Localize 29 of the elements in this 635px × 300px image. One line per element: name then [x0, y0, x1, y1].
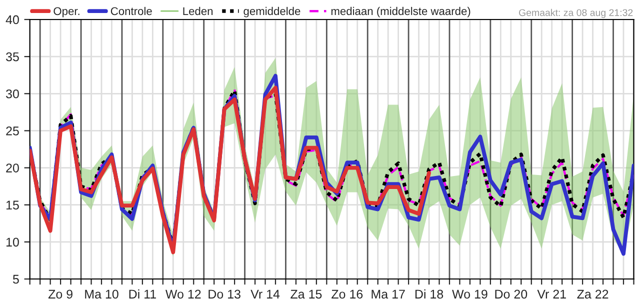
- x-tick-label: Ma 10: [85, 290, 118, 299]
- x-tick-label: Wo 12: [165, 290, 201, 299]
- x-tick-label: Za 15: [290, 290, 322, 299]
- y-tick-label: 20: [6, 164, 19, 172]
- y-tick-label: 40: [6, 15, 19, 24]
- y-tick-label: 5: [12, 274, 19, 284]
- x-tick-label: Ma 17: [372, 290, 405, 299]
- x-tick-label: Vr 14: [250, 290, 280, 298]
- x-tick-label: Di 18: [415, 289, 444, 299]
- legend-label: Controle: [110, 6, 152, 16]
- x-tick-label: Zo 9: [48, 290, 72, 299]
- y-tick-label: 15: [6, 200, 19, 210]
- x-tick-label: Zo 16: [332, 290, 363, 299]
- y-tick-label: 25: [6, 126, 19, 136]
- y-tick-label: 35: [6, 52, 19, 62]
- x-tick-label: Di 11: [129, 289, 156, 298]
- x-tick-label: Vr 21: [537, 290, 566, 298]
- x-tick-label: Do 20: [495, 290, 528, 299]
- legend-label: Leden: [183, 6, 213, 16]
- legend-label: mediaan (middelste waarde): [331, 6, 470, 18]
- x-tick-label: Do 13: [208, 290, 240, 299]
- y-tick-label: 10: [6, 238, 19, 247]
- legend-label: Oper.: [54, 7, 80, 18]
- legend-label: gemiddelde: [244, 6, 300, 18]
- x-tick-label: Za 22: [577, 290, 608, 299]
- x-tick-label: Wo 19: [452, 290, 488, 299]
- text: Gemaakt: za 08 aug 21:32: [519, 8, 633, 18]
- line-series: [30, 86, 431, 254]
- y-tick-label: 30: [6, 89, 19, 98]
